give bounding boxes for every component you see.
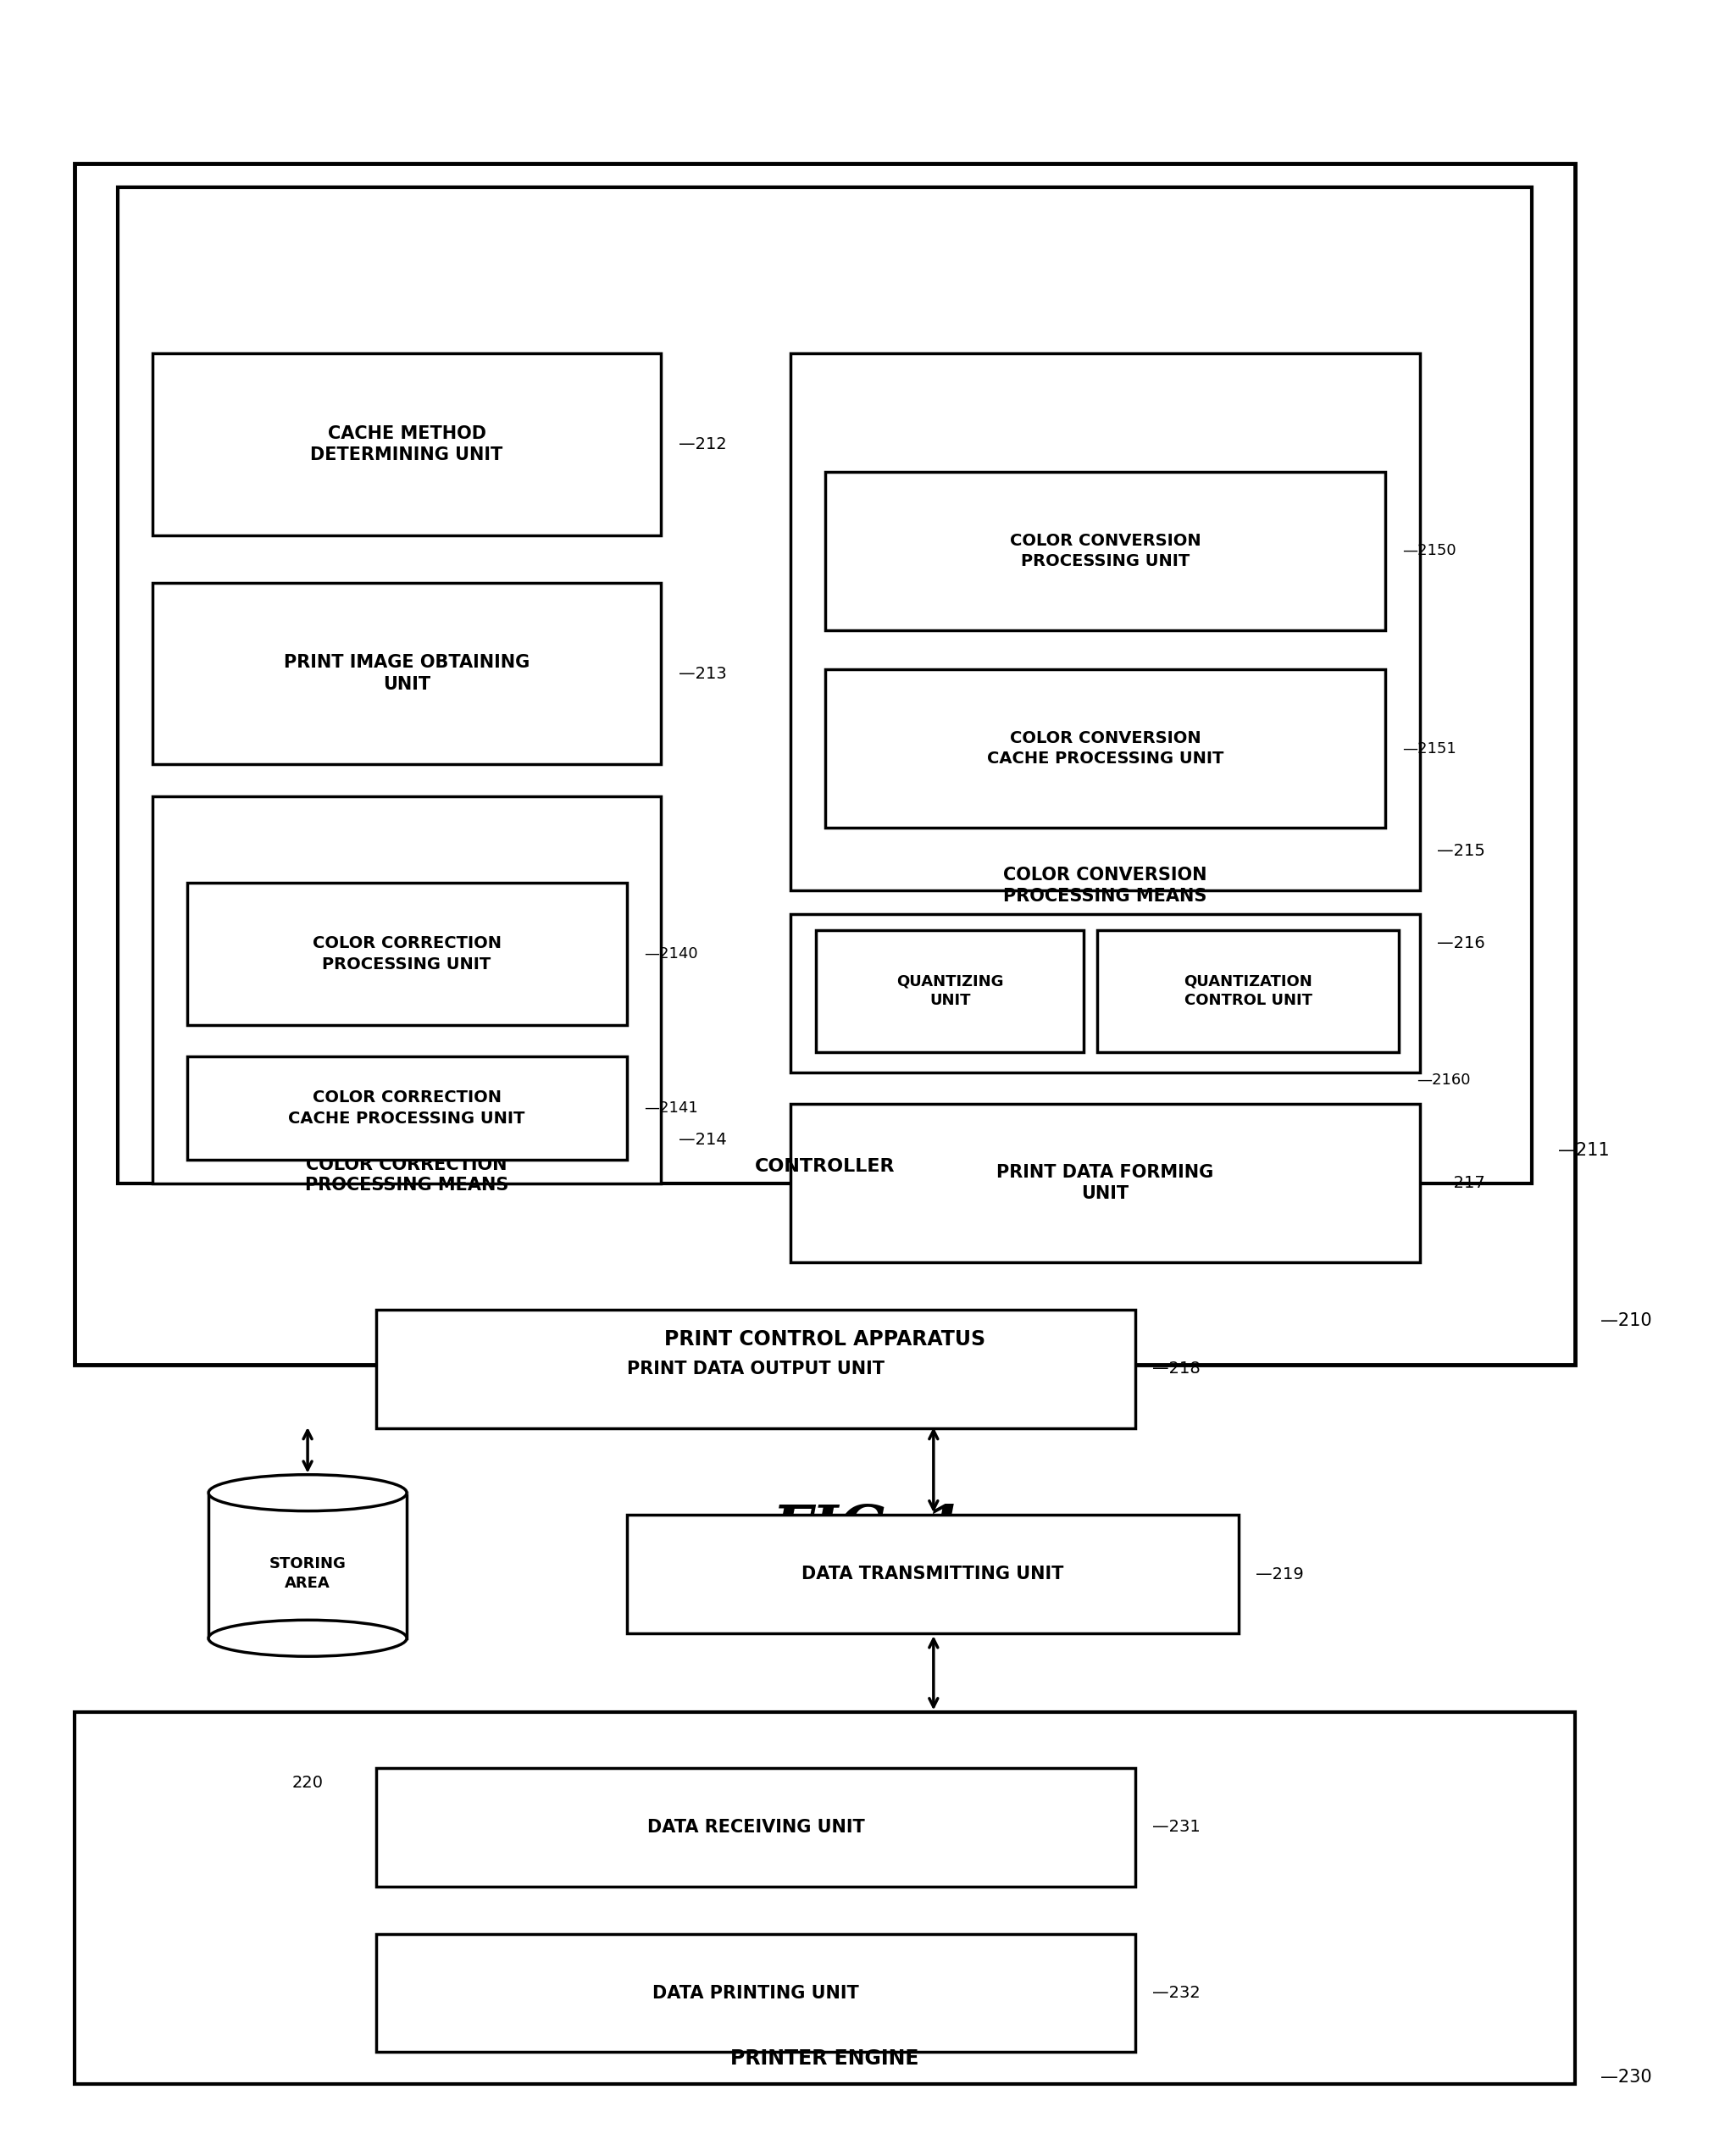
Ellipse shape [208, 1619, 406, 1656]
Text: PRINT CONTROL APPARATUS: PRINT CONTROL APPARATUS [665, 1328, 986, 1349]
Text: COLOR CORRECTION
PROCESSING MEANS: COLOR CORRECTION PROCESSING MEANS [306, 1156, 509, 1195]
Text: DATA PRINTING UNIT: DATA PRINTING UNIT [653, 1984, 859, 2001]
Text: 220: 220 [292, 1774, 323, 1791]
Text: PRINT DATA OUTPUT UNIT: PRINT DATA OUTPUT UNIT [627, 1360, 885, 1377]
Bar [75, 1712, 1575, 2083]
Text: —2151: —2151 [1403, 740, 1457, 757]
Bar [187, 1057, 627, 1160]
Text: COLOR CORRECTION
PROCESSING UNIT: COLOR CORRECTION PROCESSING UNIT [312, 935, 502, 972]
Bar [377, 1767, 1135, 1885]
Text: —2150: —2150 [1403, 543, 1457, 558]
Text: —219: —219 [1255, 1566, 1304, 1583]
Text: —2141: —2141 [644, 1100, 698, 1115]
Text: —218: —218 [1153, 1360, 1201, 1377]
Bar [790, 1105, 1420, 1261]
Bar [825, 472, 1385, 631]
Text: PRINT IMAGE OBTAINING
UNIT: PRINT IMAGE OBTAINING UNIT [283, 654, 529, 693]
Text: QUANTIZATION
CONTROL UNIT: QUANTIZATION CONTROL UNIT [1184, 974, 1312, 1008]
Text: COLOR CONVERSION
PROCESSING MEANS: COLOR CONVERSION PROCESSING MEANS [1003, 867, 1207, 905]
Text: PRINTER ENGINE: PRINTER ENGINE [731, 2048, 918, 2070]
Bar [377, 1311, 1135, 1429]
Text: —211: —211 [1557, 1141, 1609, 1158]
Bar [627, 1514, 1240, 1634]
Text: CACHE METHOD
DETERMINING UNIT: CACHE METHOD DETERMINING UNIT [311, 425, 503, 463]
Text: COLOR CONVERSION
CACHE PROCESSING UNIT: COLOR CONVERSION CACHE PROCESSING UNIT [986, 729, 1224, 768]
Bar [377, 1933, 1135, 2053]
Text: —210: —210 [1601, 1313, 1653, 1330]
Text: —213: —213 [679, 665, 726, 682]
Text: QUANTIZING
UNIT: QUANTIZING UNIT [896, 974, 1003, 1008]
Text: —232: —232 [1153, 1984, 1201, 2001]
Text: DATA RECEIVING UNIT: DATA RECEIVING UNIT [648, 1819, 865, 1836]
Text: COLOR CORRECTION
CACHE PROCESSING UNIT: COLOR CORRECTION CACHE PROCESSING UNIT [288, 1090, 524, 1126]
Bar [153, 796, 661, 1184]
Text: PRINT DATA FORMING
UNIT: PRINT DATA FORMING UNIT [996, 1165, 1213, 1203]
Bar [153, 583, 661, 764]
Text: STORING
AREA: STORING AREA [269, 1555, 345, 1592]
Bar [1097, 931, 1399, 1051]
Text: COLOR CONVERSION
PROCESSING UNIT: COLOR CONVERSION PROCESSING UNIT [1010, 532, 1201, 568]
Bar [118, 187, 1531, 1184]
Bar [208, 1493, 406, 1639]
Text: —230: —230 [1601, 2068, 1653, 2085]
Bar [790, 914, 1420, 1072]
Text: —216: —216 [1437, 935, 1484, 950]
Bar [825, 669, 1385, 828]
Text: —231: —231 [1153, 1819, 1201, 1836]
Bar [153, 354, 661, 536]
Text: —2160: —2160 [1417, 1072, 1470, 1088]
Bar [816, 931, 1083, 1051]
Text: —217: —217 [1437, 1175, 1484, 1190]
Bar [75, 163, 1575, 1364]
Text: —2140: —2140 [644, 946, 698, 961]
Bar [187, 884, 627, 1025]
Text: —215: —215 [1437, 843, 1486, 858]
Text: DATA TRANSMITTING UNIT: DATA TRANSMITTING UNIT [802, 1566, 1064, 1583]
Text: FIG. 1: FIG. 1 [773, 1504, 963, 1557]
Text: CONTROLLER: CONTROLLER [755, 1158, 896, 1175]
Bar [790, 354, 1420, 890]
Text: —212: —212 [679, 435, 726, 453]
Ellipse shape [208, 1474, 406, 1510]
Text: —214: —214 [679, 1133, 726, 1148]
